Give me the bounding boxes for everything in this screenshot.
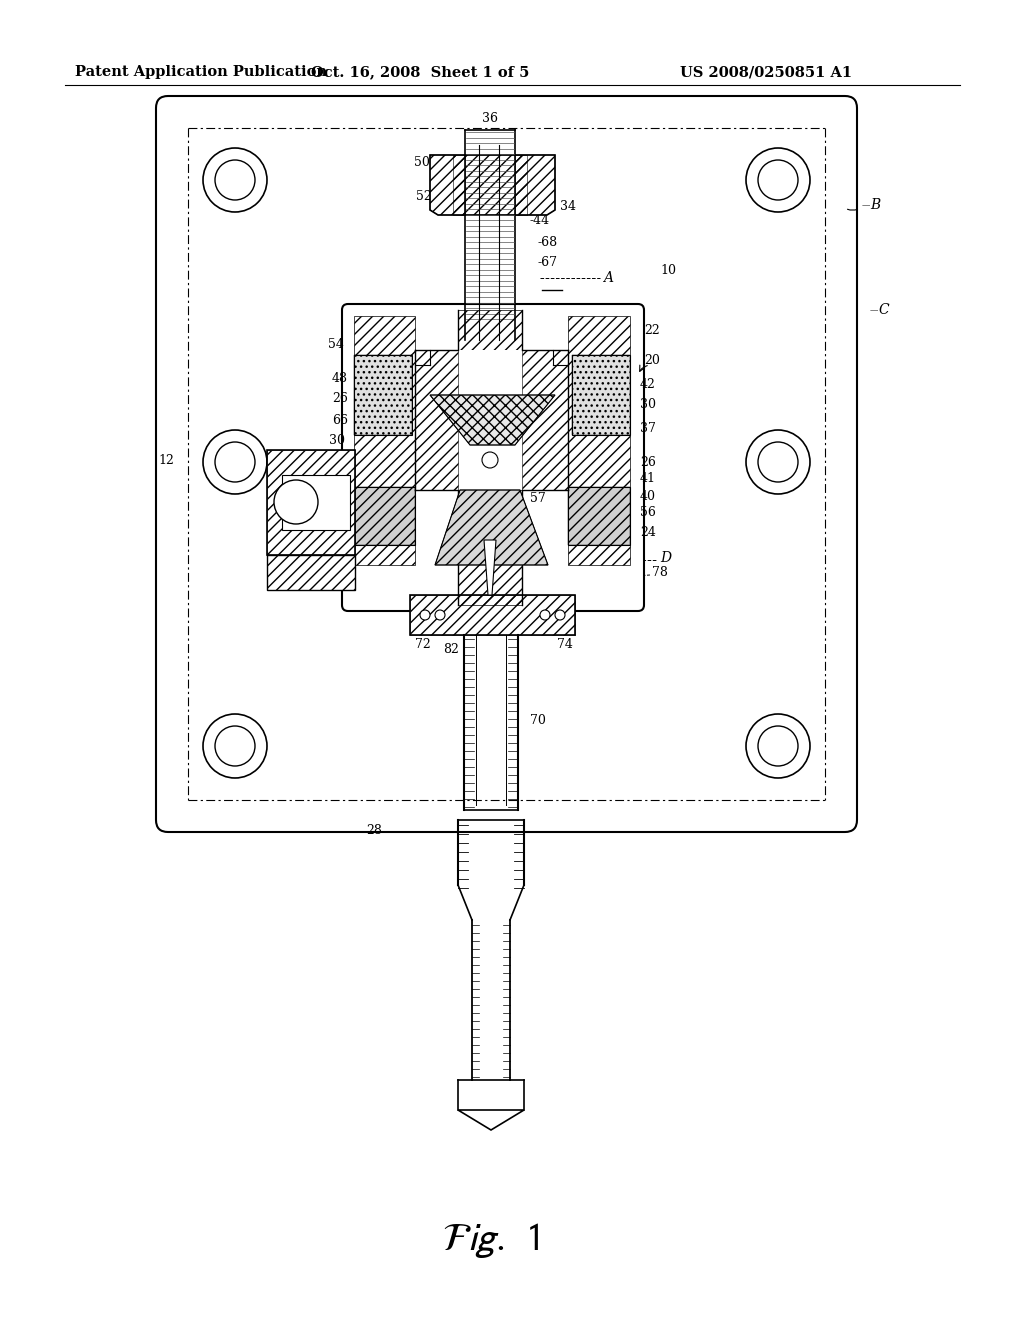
- Text: -68: -68: [538, 236, 558, 249]
- Circle shape: [482, 451, 498, 469]
- Text: 64: 64: [437, 392, 453, 404]
- Polygon shape: [435, 490, 548, 565]
- Text: 22: 22: [644, 323, 659, 337]
- Text: $\mathcal{Fig.\ 1}$: $\mathcal{Fig.\ 1}$: [441, 1221, 539, 1259]
- Text: A: A: [603, 271, 613, 285]
- Text: 10: 10: [660, 264, 676, 276]
- Circle shape: [435, 610, 445, 620]
- Bar: [453, 154, 465, 215]
- Bar: [267, 450, 355, 554]
- Circle shape: [420, 610, 430, 620]
- Polygon shape: [430, 154, 555, 215]
- Text: Patent Application Publication: Patent Application Publication: [75, 65, 327, 79]
- Circle shape: [215, 726, 255, 766]
- Bar: [354, 487, 415, 545]
- Polygon shape: [430, 395, 555, 445]
- Text: 48: 48: [332, 371, 348, 384]
- Text: -44: -44: [530, 214, 550, 227]
- Circle shape: [758, 726, 798, 766]
- Text: 41: 41: [329, 451, 345, 465]
- Text: 54: 54: [328, 338, 344, 351]
- Bar: [522, 350, 568, 490]
- Circle shape: [746, 714, 810, 777]
- Circle shape: [215, 442, 255, 482]
- Text: C: C: [878, 304, 889, 317]
- Circle shape: [203, 430, 267, 494]
- Text: 70: 70: [530, 714, 546, 726]
- Circle shape: [746, 148, 810, 213]
- Bar: [354, 355, 412, 436]
- Bar: [354, 487, 415, 545]
- Text: 41: 41: [640, 471, 656, 484]
- Text: 30: 30: [640, 399, 656, 412]
- Text: 34: 34: [560, 201, 575, 214]
- Bar: [410, 595, 575, 635]
- Text: 74: 74: [557, 638, 572, 651]
- Circle shape: [203, 714, 267, 777]
- Text: -46: -46: [530, 161, 550, 174]
- Bar: [282, 475, 350, 531]
- Bar: [515, 154, 527, 215]
- Bar: [568, 315, 630, 565]
- Text: 40: 40: [640, 490, 656, 503]
- Text: 58: 58: [332, 511, 348, 524]
- Text: 62: 62: [437, 451, 453, 465]
- Text: 57: 57: [530, 491, 546, 504]
- Text: -32: -32: [530, 186, 550, 198]
- Text: 56: 56: [640, 506, 656, 519]
- Text: 26: 26: [332, 392, 348, 404]
- Text: US 2008/0250851 A1: US 2008/0250851 A1: [680, 65, 852, 79]
- Bar: [458, 310, 522, 605]
- Text: Oct. 16, 2008  Sheet 1 of 5: Oct. 16, 2008 Sheet 1 of 5: [311, 65, 529, 79]
- Circle shape: [215, 160, 255, 201]
- Text: 60: 60: [332, 491, 348, 504]
- Text: —: —: [862, 201, 870, 209]
- Text: 66: 66: [332, 413, 348, 426]
- Bar: [415, 350, 568, 490]
- Text: 36: 36: [482, 111, 498, 124]
- Bar: [267, 554, 355, 590]
- Circle shape: [203, 148, 267, 213]
- Bar: [267, 554, 355, 590]
- Text: —: —: [870, 306, 879, 314]
- Text: 42: 42: [640, 379, 656, 392]
- Bar: [410, 595, 575, 635]
- Bar: [354, 315, 415, 565]
- Text: 72: 72: [415, 638, 431, 651]
- Circle shape: [746, 430, 810, 494]
- Text: 26: 26: [640, 455, 656, 469]
- Bar: [415, 350, 458, 490]
- Text: 24: 24: [640, 527, 656, 540]
- Text: 52: 52: [416, 190, 432, 202]
- Text: 78: 78: [652, 566, 668, 579]
- Circle shape: [540, 610, 550, 620]
- Bar: [572, 355, 630, 436]
- Circle shape: [758, 160, 798, 201]
- Circle shape: [555, 610, 565, 620]
- Text: 12: 12: [158, 454, 174, 466]
- FancyBboxPatch shape: [156, 96, 857, 832]
- Bar: [267, 450, 355, 554]
- Text: 30: 30: [329, 433, 345, 446]
- Text: B: B: [870, 198, 881, 213]
- Bar: [354, 355, 412, 436]
- Bar: [568, 487, 630, 545]
- Text: -67: -67: [538, 256, 558, 268]
- Polygon shape: [484, 540, 496, 595]
- Bar: [572, 355, 630, 436]
- Polygon shape: [458, 1110, 524, 1130]
- Circle shape: [758, 442, 798, 482]
- Text: 82: 82: [443, 643, 459, 656]
- Text: 28: 28: [367, 824, 382, 837]
- Bar: [568, 487, 630, 545]
- Circle shape: [274, 480, 318, 524]
- Text: 37: 37: [640, 421, 656, 434]
- Text: 50: 50: [414, 157, 430, 169]
- Text: D: D: [660, 550, 671, 565]
- FancyBboxPatch shape: [342, 304, 644, 611]
- Text: 20: 20: [644, 354, 659, 367]
